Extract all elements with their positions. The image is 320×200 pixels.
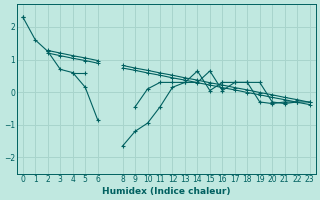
X-axis label: Humidex (Indice chaleur): Humidex (Indice chaleur)	[102, 187, 230, 196]
